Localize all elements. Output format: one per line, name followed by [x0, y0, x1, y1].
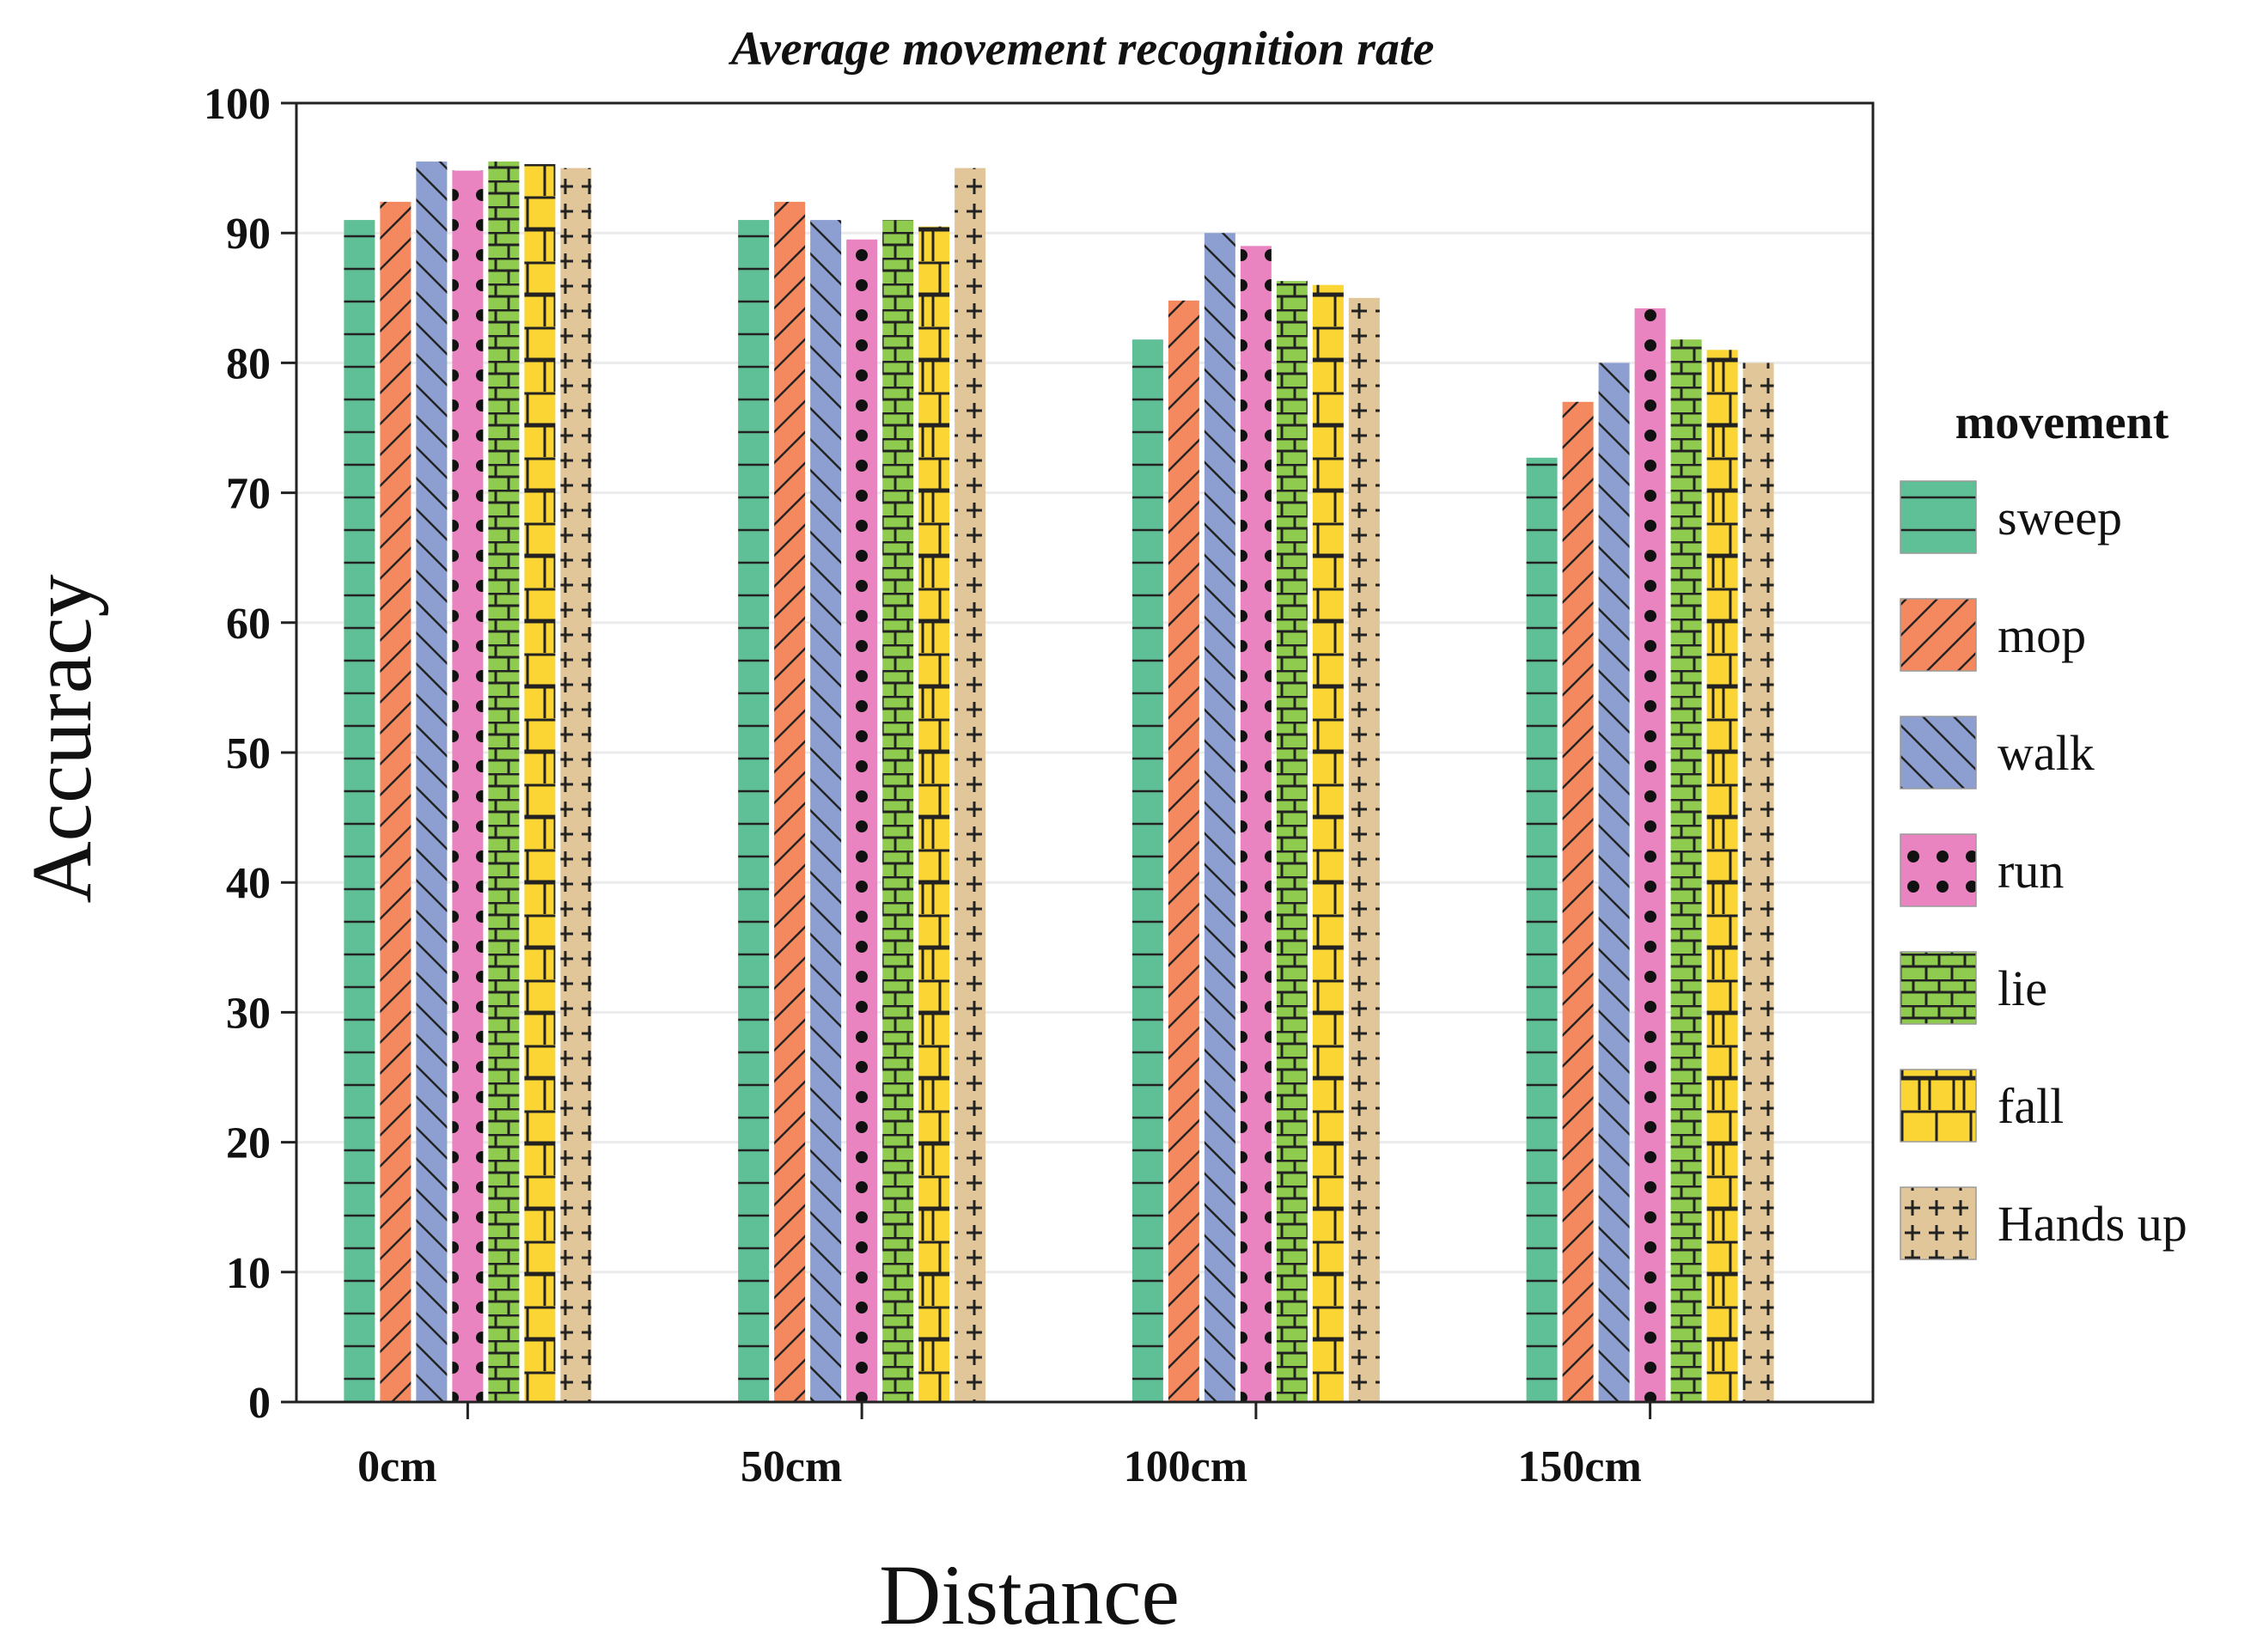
bar-mop-0cm	[380, 201, 412, 1403]
y-tick-label: 40	[226, 859, 271, 908]
bar-hands-up-100cm	[1348, 297, 1380, 1402]
bar-hands-up-150cm	[1742, 363, 1774, 1402]
y-tick-label: 30	[226, 989, 271, 1038]
x-tick-label: 150cm	[1517, 1442, 1641, 1491]
legend-swatch-run	[1900, 833, 1977, 907]
legend-label: run	[1998, 843, 2064, 899]
legend-title: movement	[1955, 396, 2169, 449]
bar-lie-0cm	[488, 162, 520, 1402]
x-tick-label: 0cm	[357, 1442, 436, 1491]
y-tick-label: 0	[248, 1379, 271, 1428]
legend-swatch-sweep	[1900, 480, 1977, 554]
y-tick-label: 100	[204, 80, 271, 129]
bar-lie-150cm	[1670, 339, 1702, 1403]
bar-mop-50cm	[774, 201, 806, 1403]
bar-mop-100cm	[1168, 300, 1199, 1403]
legend-label: walk	[1998, 725, 2095, 781]
bar-walk-100cm	[1204, 233, 1235, 1403]
legend-label: sweep	[1998, 490, 2122, 546]
legend-swatch-lie	[1900, 951, 1977, 1025]
plot-frame	[295, 101, 1875, 1404]
bar-lie-100cm	[1276, 281, 1308, 1402]
legend-label: fall	[1998, 1078, 2064, 1134]
bar-fall-0cm	[524, 164, 556, 1403]
bar-walk-150cm	[1598, 363, 1630, 1402]
y-axis-title: Accuracy	[14, 574, 109, 903]
bar-sweep-100cm	[1132, 339, 1163, 1403]
legend-label: Hands up	[1998, 1196, 2187, 1252]
axes: 0 10 20 30 40 50 60 70 80 90 100 0cm 50cm 100cm 150cm	[204, 80, 1875, 1491]
y-tick-label: 60	[226, 600, 271, 649]
bar-run-100cm	[1240, 246, 1272, 1402]
legend-swatch-mop	[1900, 598, 1977, 672]
y-tick-label: 80	[226, 339, 271, 388]
bar-walk-0cm	[416, 162, 448, 1402]
bar-mop-150cm	[1562, 401, 1594, 1402]
x-tick-label: 50cm	[741, 1442, 842, 1491]
bar-run-0cm	[452, 170, 484, 1402]
legend-swatch-hands-up	[1900, 1186, 1977, 1260]
bar-sweep-0cm	[344, 220, 375, 1403]
bar-fall-50cm	[918, 226, 950, 1402]
legend-label: mop	[1998, 607, 2086, 663]
x-tick-label: 100cm	[1124, 1442, 1247, 1491]
bar-hands-up-0cm	[560, 168, 592, 1403]
bar-sweep-50cm	[738, 220, 770, 1403]
bar-walk-50cm	[810, 220, 842, 1403]
bar-fall-100cm	[1312, 284, 1344, 1403]
x-axis-title: Distance	[879, 1547, 1180, 1643]
y-tick-label: 20	[226, 1119, 271, 1168]
bar-fall-150cm	[1706, 350, 1738, 1402]
legend: movement sweep mop walk run lie fall Hands up	[1900, 396, 2187, 1260]
bar-run-150cm	[1634, 308, 1666, 1402]
grid-lines	[296, 231, 1873, 1274]
bar-sweep-150cm	[1526, 457, 1558, 1402]
bar-hands-up-50cm	[955, 168, 986, 1403]
chart-title: Average movement recognition rate	[729, 22, 1435, 76]
bar-lie-50cm	[882, 220, 914, 1403]
bar-run-50cm	[846, 239, 878, 1402]
y-tick-label: 70	[226, 470, 271, 519]
legend-swatch-walk	[1900, 716, 1977, 789]
y-tick-label: 50	[226, 729, 271, 778]
bars	[344, 162, 1774, 1403]
y-tick-label: 90	[226, 210, 271, 259]
legend-swatch-fall	[1900, 1069, 1977, 1143]
legend-label: lie	[1998, 960, 2047, 1016]
y-tick-label: 10	[226, 1249, 271, 1298]
